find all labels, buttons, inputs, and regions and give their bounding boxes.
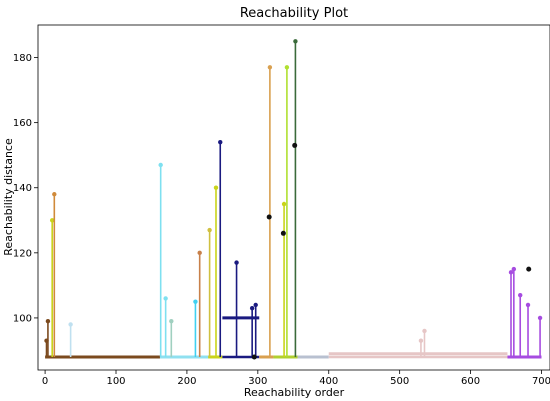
spike-point-17 (281, 201, 287, 207)
spike-point-13 (234, 260, 239, 265)
y-tick-label-2: 140 (13, 183, 32, 194)
noise-point-0 (266, 214, 272, 220)
y-tick-label-3: 160 (13, 118, 32, 129)
spike-point-14 (249, 305, 255, 311)
x-tick-label-2: 200 (177, 376, 196, 387)
spike-point-15 (253, 302, 258, 308)
spike-point-11 (213, 185, 219, 190)
x-tick-label-5: 500 (390, 376, 409, 387)
noise-point-2 (292, 142, 298, 148)
spike-point-3 (52, 192, 57, 197)
spike-point-7 (169, 318, 174, 324)
chart-title: Reachability Plot (240, 6, 348, 21)
spike-point-10 (207, 227, 212, 233)
x-tick-label-7: 700 (532, 376, 550, 387)
spike-point-21 (422, 328, 427, 334)
x-tick-label-6: 600 (461, 376, 480, 387)
spike-point-22 (508, 270, 514, 275)
x-tick-label-1: 100 (106, 376, 125, 387)
spike-point-20 (418, 338, 424, 343)
spike-point-18 (284, 65, 290, 70)
noise-point-3 (526, 266, 532, 272)
spike-point-1 (45, 318, 51, 324)
noise-point-1 (280, 230, 286, 236)
spike-point-16 (267, 65, 273, 70)
spike-point-8 (193, 299, 198, 304)
y-tick-label-1: 120 (13, 248, 32, 259)
spike-point-26 (537, 315, 543, 321)
spike-point-6 (163, 296, 168, 301)
x-axis: 0 100 200 300 400 500 600 700 (42, 370, 550, 387)
x-tick-label-4: 400 (319, 376, 338, 387)
spike-point-23 (511, 266, 517, 272)
spike-point-19 (293, 39, 298, 44)
plot-area (44, 39, 543, 360)
x-axis-label: Reachability order (244, 386, 345, 399)
noise-point-4 (251, 354, 257, 360)
y-tick-label-4: 180 (13, 53, 32, 64)
y-axis-label: Reachability distance (2, 138, 15, 256)
spike-point-12 (218, 139, 223, 145)
spike-point-24 (518, 292, 523, 298)
spike-point-5 (158, 162, 163, 168)
plot-frame (37, 24, 550, 371)
spike-point-4 (68, 322, 73, 327)
spike-point-2 (49, 218, 55, 223)
x-tick-label-0: 0 (42, 376, 48, 387)
y-axis: 100 120 140 160 180 (13, 53, 38, 324)
x-tick-label-3: 300 (248, 376, 267, 387)
spike-point-25 (525, 302, 531, 308)
y-tick-label-0: 100 (13, 313, 32, 324)
spike-point-9 (197, 250, 202, 256)
